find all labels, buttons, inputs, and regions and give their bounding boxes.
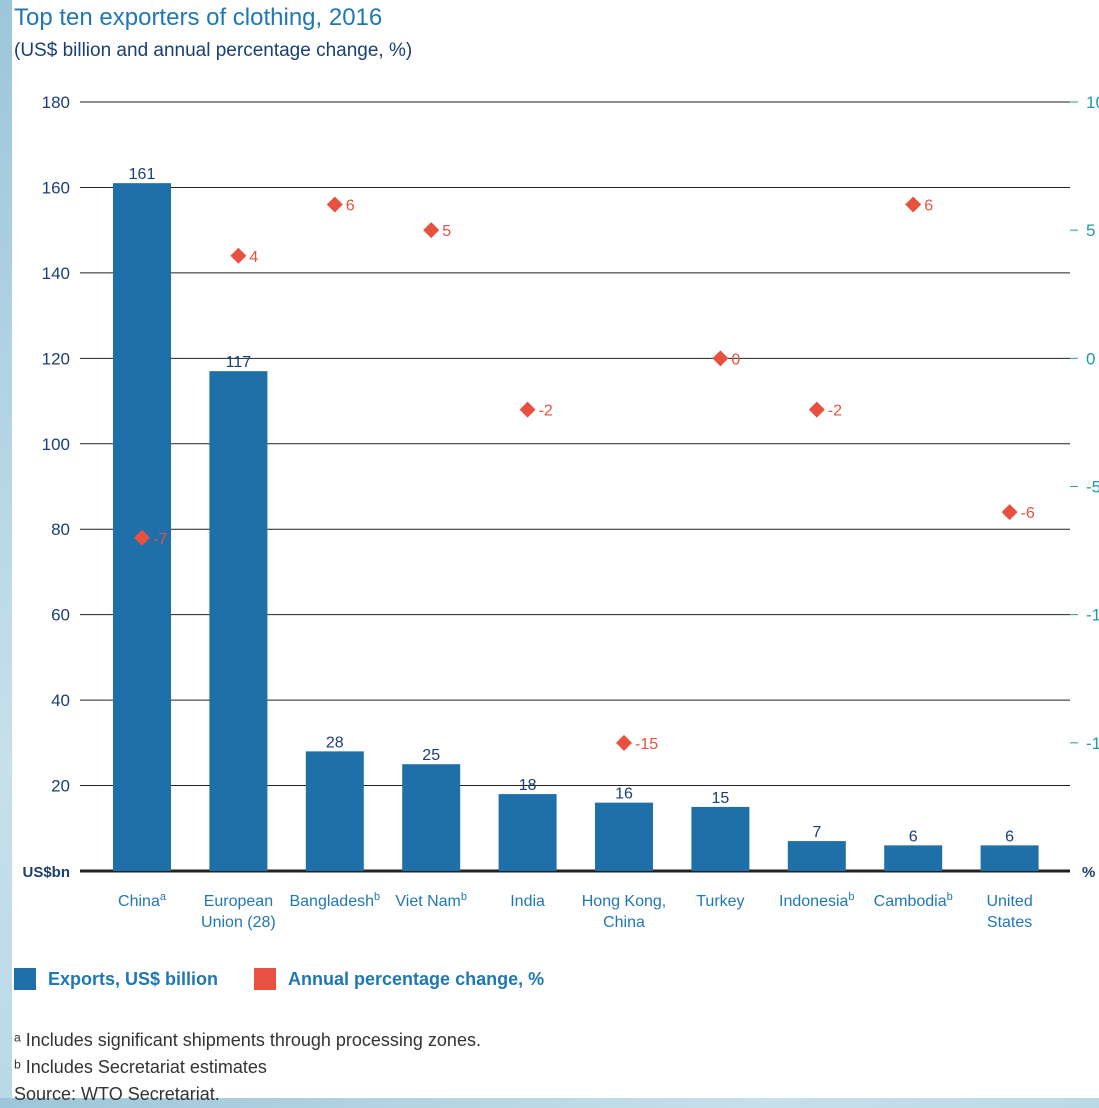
change-value-label: -2 (828, 403, 842, 420)
y-left-tick-label: 180 (42, 93, 70, 112)
change-value-label: 6 (346, 198, 355, 215)
y-right-tick-label: -5 (1086, 478, 1099, 497)
x-tick-label: Union (28) (201, 914, 276, 931)
change-marker (712, 350, 729, 367)
bar-value-label: 25 (422, 747, 440, 764)
y-right-tick-label: 5 (1086, 221, 1095, 240)
x-tick-label: Viet Namb (395, 891, 467, 910)
legend-item-change: Annual percentage change, % (254, 968, 544, 990)
y-right-tick-label: 10 (1086, 93, 1099, 112)
y-left-tick-label: 100 (42, 435, 70, 454)
y-right-axis-label: % (1082, 864, 1095, 881)
legend-item-exports: Exports, US$ billion (14, 968, 218, 990)
clothing-exporters-chart: 204060801001201401601801050-5-10-15US$bn… (22, 93, 1099, 931)
bar-value-label: 161 (129, 166, 156, 183)
bar (980, 845, 1039, 871)
y-left-tick-label: 160 (42, 178, 70, 197)
legend-label-change: Annual percentage change, % (288, 968, 545, 989)
bar (595, 802, 653, 871)
footnote-a: ᵃ Includes significant shipments through… (14, 1030, 481, 1050)
y-right-tick-label: -15 (1086, 734, 1099, 753)
change-marker (519, 401, 536, 418)
change-marker (808, 401, 825, 418)
bar-value-label: 7 (812, 824, 821, 841)
change-value-label: 0 (731, 351, 740, 368)
y-left-tick-label: 40 (51, 691, 70, 710)
bar-value-label: 6 (909, 828, 918, 845)
y-right-tick-label: -10 (1086, 606, 1099, 625)
change-marker (905, 196, 922, 213)
legend-swatch-exports (14, 968, 36, 990)
chart-title: Top ten exporters of clothing, 2016 (14, 4, 383, 31)
change-value-label: 6 (924, 198, 933, 215)
bar-value-label: 117 (226, 354, 252, 371)
x-tick-label: China (603, 914, 645, 931)
bar-value-label: 16 (615, 786, 633, 803)
bar (305, 751, 364, 871)
bar (209, 371, 268, 871)
y-left-tick-label: 140 (42, 264, 70, 283)
change-marker (326, 196, 343, 213)
legend-label-exports: Exports, US$ billion (48, 968, 219, 989)
x-tick-label: India (510, 893, 545, 910)
bar-value-label: 15 (712, 790, 730, 807)
y-left-tick-label: 80 (51, 520, 70, 539)
y-left-tick-label: 20 (51, 777, 70, 796)
x-tick-label: States (987, 914, 1032, 931)
x-tick-label: United (986, 893, 1032, 910)
change-value-label: 5 (442, 223, 451, 240)
y-right-tick-label: 0 (1086, 349, 1095, 368)
change-marker (230, 247, 247, 264)
bar (691, 806, 750, 871)
chart-subtitle: (US$ billion and annual percentage chang… (14, 40, 413, 61)
change-marker (134, 529, 150, 546)
bar (402, 764, 461, 871)
bar-value-label: 6 (1005, 828, 1014, 845)
change-value-label: -7 (153, 531, 167, 548)
x-tick-label: Turkey (696, 893, 744, 910)
y-left-axis-label: US$bn (22, 864, 70, 881)
x-tick-label: Bangladeshb (289, 891, 380, 910)
x-tick-label: European (204, 893, 273, 910)
bar (498, 794, 557, 871)
legend-swatch-change (254, 968, 277, 990)
change-value-label: -6 (1021, 505, 1035, 522)
change-marker (1001, 504, 1018, 521)
change-marker (616, 734, 632, 751)
bar (884, 845, 943, 871)
change-value-label: -2 (539, 403, 553, 420)
change-marker (423, 222, 440, 239)
change-value-label: -15 (635, 736, 658, 753)
footnote-b: ᵇ Includes Secretariat estimates (14, 1057, 267, 1077)
bar (113, 183, 171, 871)
source-note: Source: WTO Secretariat. (14, 1084, 220, 1104)
chart-panel (12, 0, 1099, 1098)
chart-legend: Exports, US$ billion Annual percentage c… (14, 968, 568, 990)
bar-value-label: 28 (326, 734, 344, 751)
bar-value-label: 18 (519, 777, 537, 794)
chart-notes: ᵃ Includes significant shipments through… (14, 1027, 481, 1108)
y-left-tick-label: 60 (51, 606, 70, 625)
bar (787, 841, 846, 871)
x-tick-label: Cambodiab (874, 891, 953, 910)
y-left-tick-label: 120 (42, 349, 70, 368)
x-tick-label: Chinaa (118, 891, 167, 910)
x-tick-label: Indonesiab (779, 891, 855, 910)
x-tick-label: Hong Kong, (582, 893, 667, 910)
change-value-label: 4 (249, 249, 258, 266)
